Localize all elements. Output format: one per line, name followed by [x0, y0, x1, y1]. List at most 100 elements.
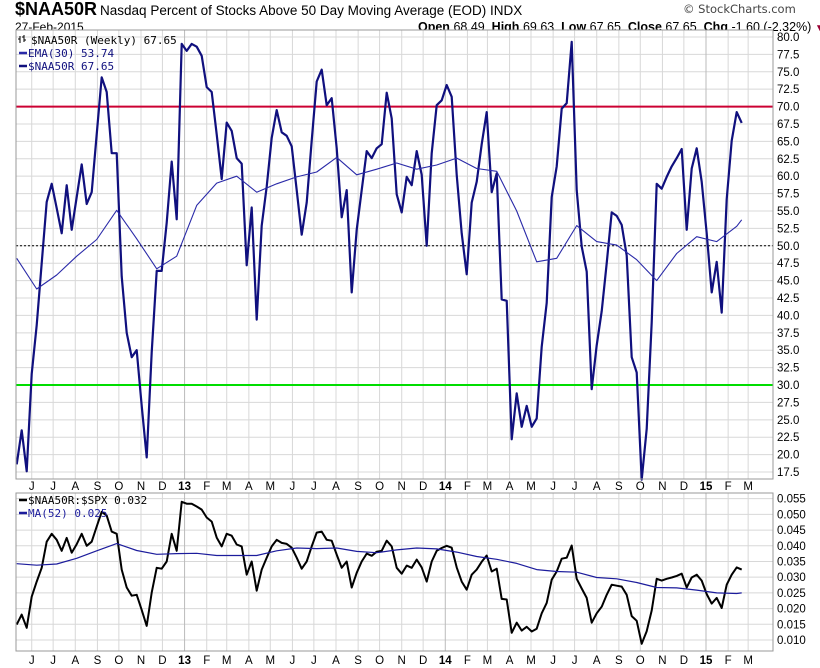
x-tick-label: J [311, 481, 317, 493]
x-tick-label: M [743, 481, 753, 493]
x-tick-label: A [245, 655, 253, 667]
x-tick-label: M [526, 655, 536, 667]
x-tick-label: A [593, 481, 601, 493]
series-line--naa50r [15, 40, 743, 481]
y-tick-label: 57.5 [777, 189, 799, 201]
y-tick-label: 17.5 [777, 467, 799, 479]
x-tick-label: N [658, 655, 666, 667]
x-tick-label: N [137, 655, 145, 667]
x-tick-label: D [680, 481, 688, 493]
y-tick-label: 40.0 [777, 310, 799, 322]
down-arrow-icon: ▼ [814, 23, 820, 34]
x-tick-label: D [419, 655, 427, 667]
x-tick-label: O [636, 481, 645, 493]
y-tick-label: 52.5 [777, 223, 799, 235]
series-line--naa50r-spx [15, 500, 743, 645]
y-tick-label: 32.5 [777, 363, 799, 375]
y-tick-label: 35.0 [777, 345, 799, 357]
x-tick-label: M [743, 655, 753, 667]
x-tick-label: J [290, 481, 296, 493]
x-tick-label: F [725, 655, 732, 667]
y-tick-label: 0.030 [777, 572, 806, 584]
y-tick-label: 0.050 [777, 509, 806, 521]
x-tick-label: M [483, 481, 493, 493]
ohlc-bar-icon [18, 35, 26, 43]
x-tick-label: 14 [439, 481, 452, 493]
plot-background [16, 30, 773, 479]
x-tick-label: D [158, 481, 166, 493]
y-tick-label: 0.040 [777, 541, 806, 553]
x-tick-label: A [593, 655, 601, 667]
x-tick-label: M [483, 655, 493, 667]
x-tick-label: A [506, 655, 514, 667]
y-tick-label: 0.045 [777, 525, 806, 537]
x-tick-label: O [114, 481, 123, 493]
x-tick-label: 15 [700, 481, 713, 493]
copyright[interactable]: © StockCharts.com [683, 2, 796, 16]
y-tick-label: 37.5 [777, 328, 799, 340]
y-tick-label: 60.0 [777, 171, 799, 183]
x-tick-label: N [398, 481, 406, 493]
y-tick-label: 70.0 [777, 102, 799, 114]
legend-label: EMA(30) 53.74 [28, 47, 114, 60]
y-tick-label: 0.020 [777, 604, 806, 616]
ohlc-bar-icon-path [18, 35, 26, 43]
y-tick-label: 0.035 [777, 556, 806, 568]
x-tick-label: M [526, 481, 536, 493]
x-tick-label: J [29, 481, 35, 493]
series-line-ema-30- [16, 156, 743, 290]
x-tick-label: J [550, 655, 556, 667]
x-tick-label: S [354, 655, 362, 667]
x-tick-label: M [222, 655, 232, 667]
y-tick-label: 30.0 [777, 380, 799, 392]
x-tick-label: D [419, 481, 427, 493]
x-tick-label: 14 [439, 655, 452, 667]
y-tick-label: 77.5 [777, 49, 799, 61]
y-tick-label: 47.5 [777, 258, 799, 270]
x-tick-label: J [29, 655, 35, 667]
x-tick-label: F [464, 655, 471, 667]
y-tick-label: 22.5 [777, 432, 799, 444]
x-tick-label: J [290, 655, 296, 667]
x-tick-label: 15 [700, 655, 713, 667]
x-tick-label: O [114, 655, 123, 667]
ratio-panel: 0.010 0.015 0.020 0.025 0.030 0.035 0.040 0.045… [15, 492, 806, 652]
y-tick-label: 72.5 [777, 84, 799, 96]
x-tick-label: F [725, 481, 732, 493]
series-line-ma-52- [16, 542, 742, 595]
x-tick-label: 13 [178, 481, 191, 493]
x-tick-label: F [464, 481, 471, 493]
x-tick-label: A [71, 481, 79, 493]
y-tick-label: 27.5 [777, 397, 799, 409]
legend-label: $NAA50R:$SPX 0.032 [28, 494, 147, 507]
y-tick-label: 0.025 [777, 588, 806, 600]
price-panel: 17.5 20.0 22.5 25.0 27.5 30.0 32.5 35.0 37.5 40.0… [15, 29, 799, 481]
x-tick-label: S [615, 481, 623, 493]
x-tick-label: O [636, 655, 645, 667]
x-tick-label: M [265, 655, 275, 667]
x-tick-label: F [203, 655, 210, 667]
plot-background [16, 493, 773, 651]
y-tick-label: 25.0 [777, 415, 799, 427]
x-tick-label: S [94, 655, 102, 667]
x-tick-label: D [680, 655, 688, 667]
y-tick-label: 0.015 [777, 619, 806, 631]
y-tick-label: 80.0 [777, 32, 799, 44]
x-tick-label: 13 [178, 655, 191, 667]
x-tick-label: S [94, 481, 102, 493]
y-tick-label: 65.0 [777, 136, 799, 148]
x-tick-label: A [245, 481, 253, 493]
y-tick-label: 50.0 [777, 241, 799, 253]
legend-label: $NAA50R (Weekly) 67.65 [31, 34, 177, 47]
symbol-description: Nasdaq Percent of Stocks Above 50 Day Mo… [100, 3, 523, 18]
y-tick-label: 75.0 [777, 67, 799, 79]
x-tick-label: J [572, 481, 578, 493]
legend-label: $NAA50R 67.65 [28, 60, 114, 73]
x-tick-label: M [222, 481, 232, 493]
chart-title: $NAA50R Nasdaq Percent of Stocks Above 50… [15, 0, 522, 18]
y-tick-label: 45.0 [777, 276, 799, 288]
x-tick-label: J [550, 481, 556, 493]
x-tick-label: A [71, 655, 79, 667]
x-tick-label: J [50, 481, 56, 493]
y-tick-label: 42.5 [777, 293, 799, 305]
